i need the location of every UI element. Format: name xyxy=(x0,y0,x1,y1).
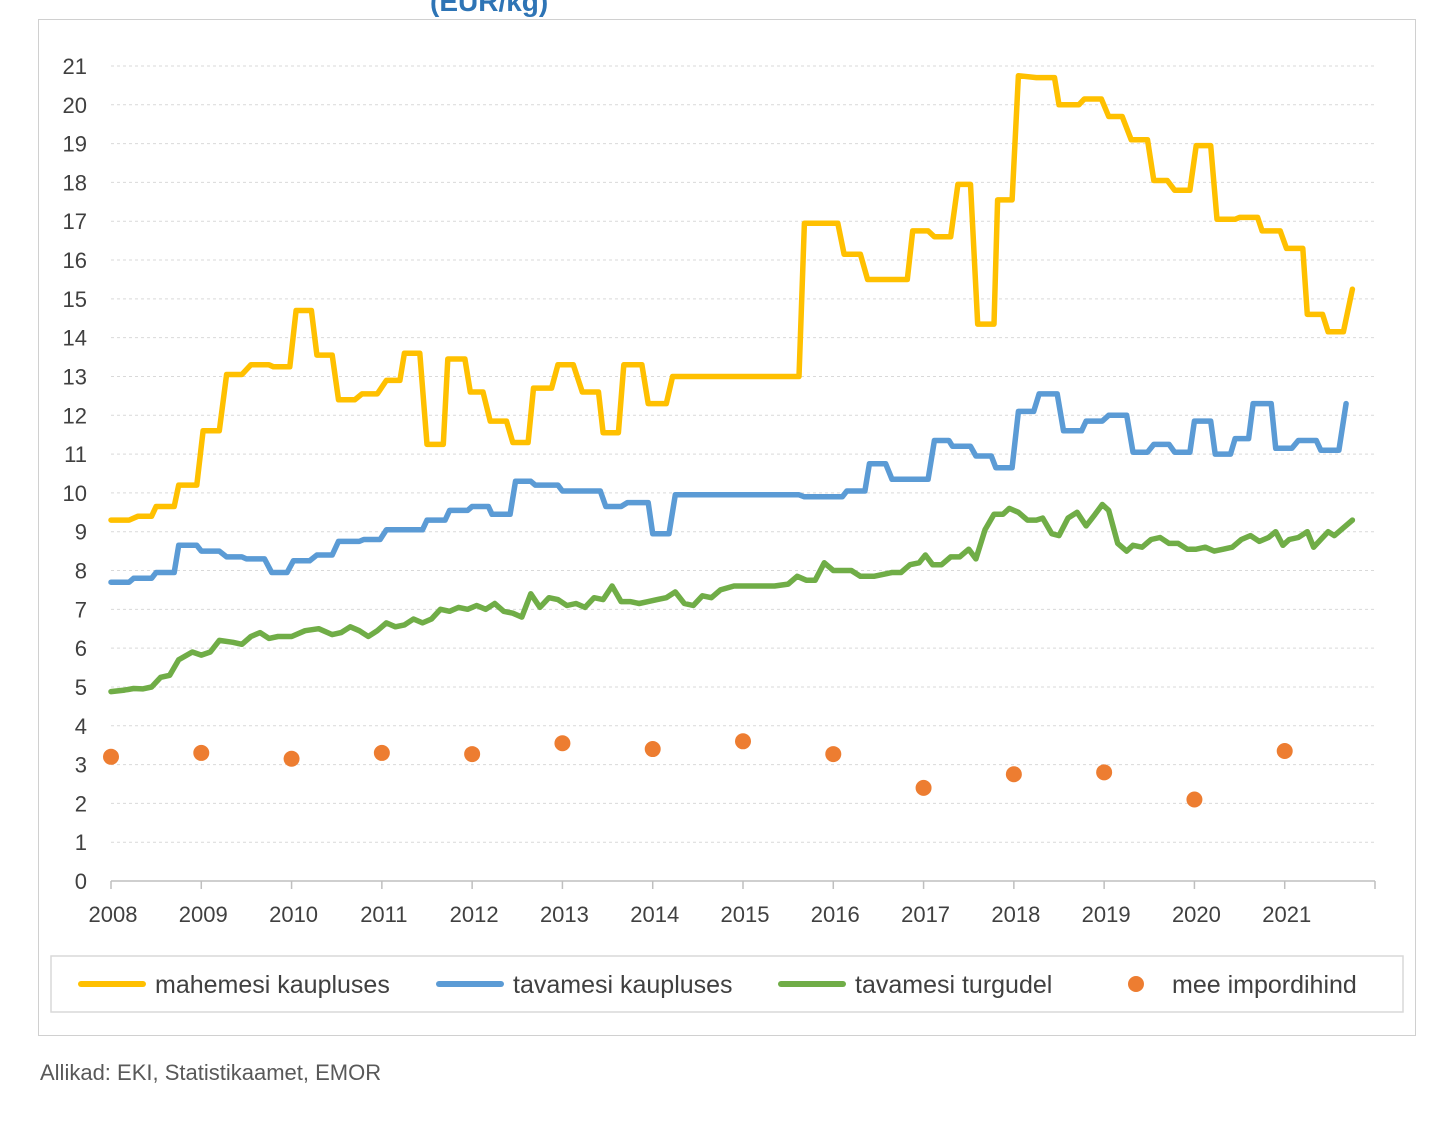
legend-label: tavamesi turgudel xyxy=(855,971,1052,999)
x-tick-label: 2018 xyxy=(991,902,1040,927)
import-price-point xyxy=(915,779,932,796)
y-tick-label: 20 xyxy=(63,93,87,118)
x-tick-label: 2011 xyxy=(360,902,407,927)
series-layer xyxy=(103,72,1356,808)
import-price-point xyxy=(644,741,661,758)
x-tick-label: 2020 xyxy=(1172,902,1221,927)
y-tick-label: 18 xyxy=(63,170,87,195)
x-tick-label: 2021 xyxy=(1262,902,1311,927)
y-tick-label: 1 xyxy=(75,830,87,855)
legend-label: tavamesi kaupluses xyxy=(513,971,733,999)
y-tick-label: 2 xyxy=(75,791,87,816)
legend-label: mahemesi kaupluses xyxy=(155,971,390,999)
x-tick-label: 2010 xyxy=(269,902,318,927)
legend-box xyxy=(50,955,1404,1013)
import-price-point xyxy=(373,744,390,761)
source-note: Allikad: EKI, Statistikaamet, EMOR xyxy=(40,1060,382,1085)
x-tick-label: 2019 xyxy=(1082,902,1131,927)
y-tick-label: 19 xyxy=(63,132,87,157)
y-tick-label: 11 xyxy=(64,442,87,467)
y-tick-label: 4 xyxy=(75,714,87,739)
import-price-point xyxy=(103,748,119,765)
x-axis-ticks: 2008 2009 2010 2011 2012 2013 2014 2015 2016 2017… xyxy=(89,902,1312,927)
import-price-point xyxy=(193,744,210,761)
legend-marker xyxy=(1128,976,1144,992)
series-line-3 xyxy=(108,501,1356,695)
y-tick-label: 6 xyxy=(75,636,87,661)
x-tick-label: 2012 xyxy=(450,902,499,927)
x-tick-label: 2017 xyxy=(901,902,950,927)
y-tick-label: 13 xyxy=(63,364,87,389)
legend: mahemesi kaupluses tavamesi kaupluses tava… xyxy=(50,955,1404,1013)
x-tick-label: 2008 xyxy=(89,902,138,927)
gridlines xyxy=(111,65,1375,843)
x-tick-label: 2014 xyxy=(630,902,679,927)
y-tick-label: 0 xyxy=(75,869,87,894)
y-tick-label: 17 xyxy=(63,209,87,234)
x-tick-label: 2013 xyxy=(540,902,589,927)
series-line-1 xyxy=(108,72,1356,523)
import-price-point xyxy=(1276,742,1293,759)
import-price-point xyxy=(554,735,571,752)
import-price-point xyxy=(283,750,300,767)
y-tick-label: 15 xyxy=(63,287,87,312)
axes xyxy=(110,880,1376,889)
x-tick-label: 2016 xyxy=(811,902,860,927)
y-tick-label: 16 xyxy=(63,248,87,273)
y-tick-label: 7 xyxy=(75,597,87,622)
chart-title-fragment: (EUR/kg) xyxy=(430,0,549,17)
x-tick-label: 2009 xyxy=(179,902,228,927)
series-line-2 xyxy=(108,391,1349,585)
y-tick-label: 5 xyxy=(75,675,87,700)
y-tick-label: 9 xyxy=(75,520,87,545)
y-tick-label: 14 xyxy=(63,326,87,351)
chart-area: 0 1 2 3 4 5 6 7 8 9 10 11 12 13 14 15 16 17 18 19 20 21 2008 2… xyxy=(38,19,1416,1036)
import-price-point xyxy=(825,746,842,763)
import-price-point xyxy=(1005,766,1022,783)
y-tick-label: 8 xyxy=(75,559,87,584)
import-price-point xyxy=(464,746,481,763)
import-price-point xyxy=(735,733,751,750)
x-tick-label: 2015 xyxy=(721,902,770,927)
y-tick-label: 3 xyxy=(75,753,87,778)
y-tick-label: 12 xyxy=(63,403,87,428)
y-tick-label: 10 xyxy=(63,481,87,506)
legend-label: mee impordihind xyxy=(1172,971,1357,999)
import-price-point xyxy=(1186,791,1203,808)
y-tick-label: 21 xyxy=(63,54,87,79)
import-price-point xyxy=(1096,764,1113,781)
